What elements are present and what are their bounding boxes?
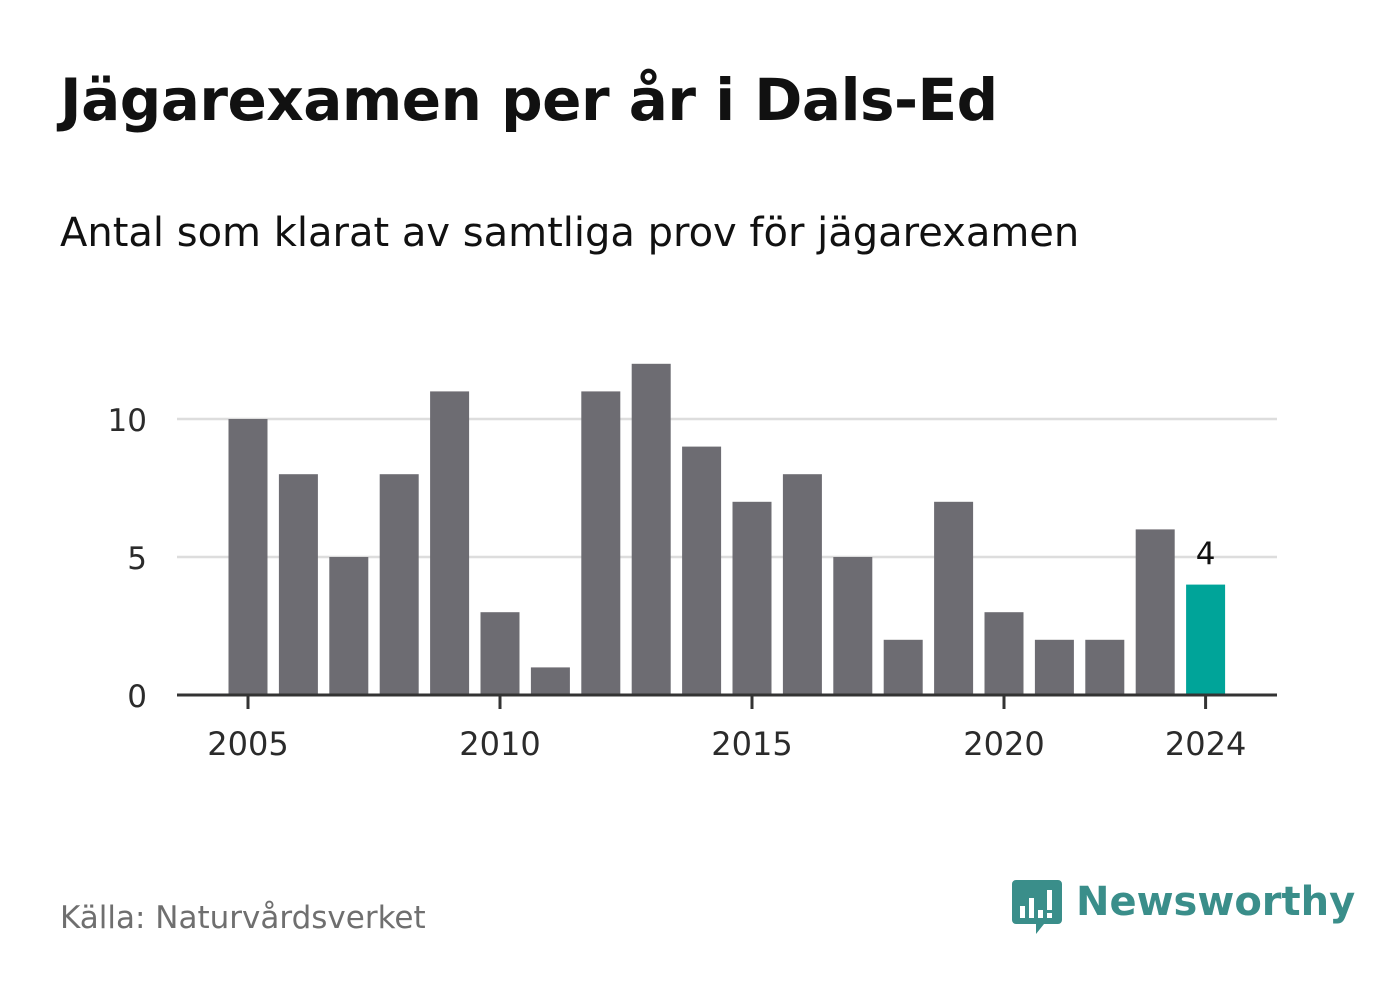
x-tick-label: 2005	[207, 725, 288, 763]
bar	[682, 446, 722, 695]
y-tick-label: 0	[127, 679, 147, 715]
bar	[732, 501, 772, 695]
bar	[430, 391, 470, 695]
chart-subtitle: Antal som klarat av samtliga prov för jä…	[60, 210, 1080, 256]
bar	[1085, 639, 1125, 695]
bar	[480, 612, 520, 695]
source-note: Källa: Naturvårdsverket	[60, 900, 426, 936]
brand-logo-group: Newsworthy	[1010, 876, 1355, 940]
bar	[530, 667, 570, 695]
chart-title: Jägarexamen per år i Dals-Ed	[60, 66, 998, 134]
y-tick-label: 10	[108, 403, 147, 439]
x-tick-label: 2020	[963, 725, 1044, 763]
bar	[278, 474, 318, 695]
bar	[329, 557, 369, 695]
x-tick-label: 2015	[711, 725, 792, 763]
bar	[581, 391, 621, 695]
bar	[228, 419, 268, 695]
bar	[1034, 639, 1074, 695]
bar	[379, 474, 419, 695]
y-tick-label: 5	[127, 541, 147, 577]
x-tick-label: 2024	[1165, 725, 1246, 763]
bar-highlight	[1186, 584, 1226, 695]
bar	[1135, 529, 1175, 695]
bar	[883, 639, 923, 695]
newsworthy-logo-icon	[1012, 880, 1062, 934]
bar	[833, 557, 873, 695]
x-tick-label: 2010	[459, 725, 540, 763]
bar	[934, 501, 974, 695]
bar	[631, 363, 671, 695]
data-label: 4	[1196, 537, 1216, 573]
bar	[984, 612, 1024, 695]
bar	[782, 474, 822, 695]
brand-name: Newsworthy	[1076, 879, 1356, 925]
